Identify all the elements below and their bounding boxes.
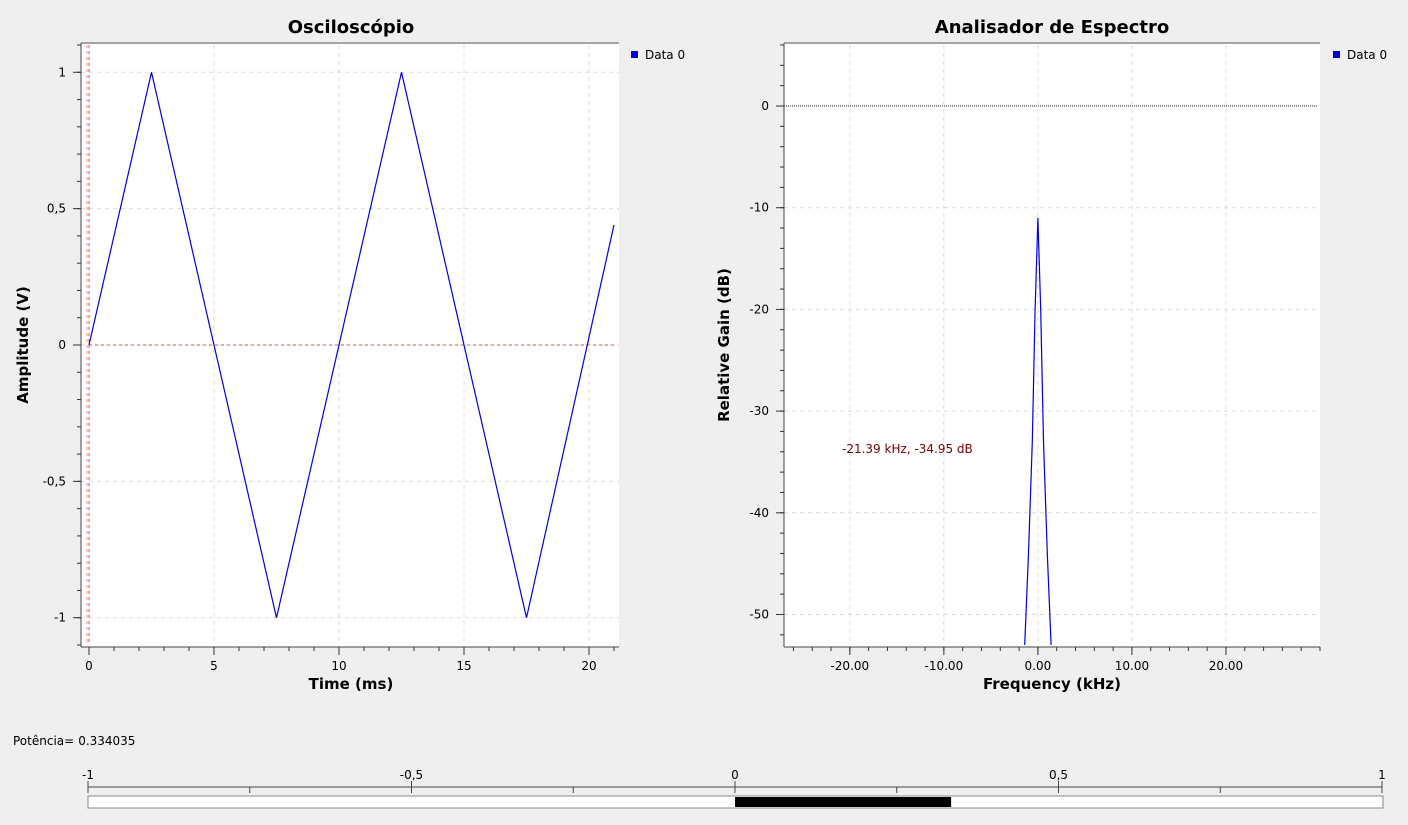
y-tick-label: -20: [749, 302, 769, 316]
oscilloscope-ticks: 0 5 10 15 20 1 0,5 0 -0,5 -1: [43, 44, 615, 673]
y-tick-label: -30: [749, 404, 769, 418]
y-tick-label: 0: [761, 99, 769, 113]
spectrum-series: [1024, 217, 1052, 646]
oscilloscope-x-label: Time (ms): [309, 675, 394, 693]
y-tick-label: -40: [749, 506, 769, 520]
series-line: [88, 72, 615, 618]
x-tick-label: -10.00: [925, 659, 964, 673]
power-scale-label: -1: [82, 768, 94, 782]
y-tick-label: -10: [749, 201, 769, 215]
power-value: 0.334035: [78, 734, 136, 748]
spectrum-chart: Analisador de Espectro -20.00 -10.00 0.00 1…: [715, 17, 1387, 693]
oscilloscope-legend-label: Data 0: [645, 48, 685, 62]
oscilloscope-y-label: Amplitude (V): [14, 286, 32, 404]
x-tick-label: 20.00: [1209, 659, 1243, 673]
y-tick-label: -1: [54, 611, 66, 625]
oscilloscope-series: [88, 72, 615, 618]
power-scale-label: 0: [731, 768, 739, 782]
power-scale: -1 -0,5 0 0,5 1: [82, 768, 1386, 793]
oscilloscope-title: Osciloscópio: [288, 17, 415, 38]
power-bar-fill: [735, 797, 952, 807]
power-scale-label: -0,5: [400, 768, 423, 782]
x-tick-label: -20.00: [830, 659, 869, 673]
spectrum-y-label: Relative Gain (dB): [715, 268, 733, 422]
spectrum-x-label: Frequency (kHz): [983, 675, 1121, 693]
y-tick-label: -0,5: [43, 474, 66, 488]
spectrum-legend-label: Data 0: [1347, 48, 1387, 62]
y-tick-label: 0,5: [47, 202, 66, 216]
spectrum-plot-area[interactable]: [784, 43, 1320, 647]
x-tick-label: 15: [456, 659, 471, 673]
x-tick-label: 0.00: [1025, 659, 1052, 673]
y-tick-label: 1: [58, 65, 66, 79]
oscilloscope-legend-swatch: [631, 51, 638, 58]
power-readout: Potência= 0.334035: [13, 734, 139, 748]
x-tick-label: 5: [210, 659, 218, 673]
power-scale-label: 1: [1378, 768, 1386, 782]
spectrum-title: Analisador de Espectro: [935, 17, 1169, 38]
spectrum-ticks: -20.00 -10.00 0.00 10.00 20.00 0 -10 -20 -30 -40 -…: [749, 44, 1321, 673]
spectrum-legend-swatch: [1333, 51, 1340, 58]
power-scale-ticks: -1 -0,5 0 0,5 1: [82, 768, 1386, 793]
x-tick-label: 20: [581, 659, 596, 673]
spectrum-grid: [784, 45, 1320, 645]
oscilloscope-chart: Osciloscópio 0 5 10 15 20 1 0,5 0 -0,5 -1 Time (m…: [14, 17, 685, 693]
power-label: Potência=: [13, 734, 75, 748]
y-tick-label: -50: [749, 607, 769, 621]
spectrum-marker-readout: -21.39 kHz, -34.95 dB: [842, 442, 973, 456]
x-tick-label: 10.00: [1115, 659, 1149, 673]
x-tick-label: 10: [331, 659, 346, 673]
power-scale-label: 0,5: [1049, 768, 1068, 782]
x-tick-label: 0: [85, 659, 93, 673]
series-line: [1024, 217, 1052, 646]
y-tick-label: 0: [58, 338, 66, 352]
